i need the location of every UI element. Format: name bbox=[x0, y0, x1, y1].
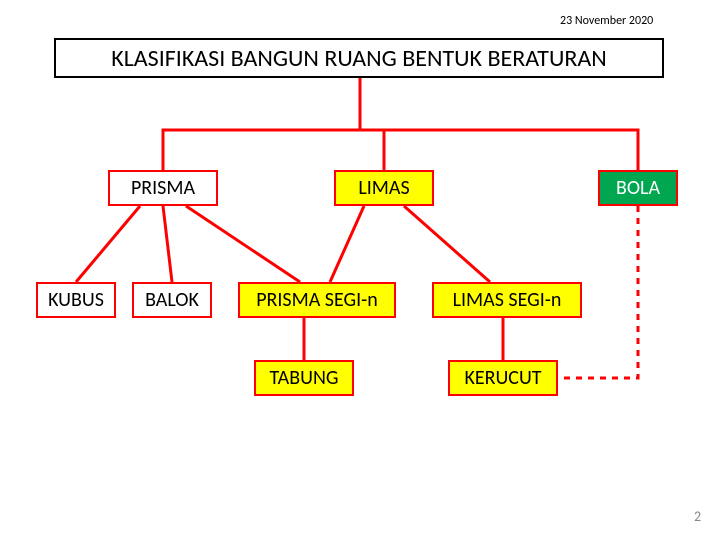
node-kerucut-label: KERUCUT bbox=[464, 366, 541, 390]
edge-limas-limas_segin bbox=[404, 206, 490, 282]
node-bola-label: BOLA bbox=[616, 176, 660, 200]
edge-prisma-kubus bbox=[76, 206, 140, 282]
node-bola: BOLA bbox=[598, 170, 678, 206]
node-title-label: KLASIFIKASI BANGUN RUANG BENTUK BERATURA… bbox=[111, 44, 607, 73]
node-tabung: TABUNG bbox=[254, 360, 354, 396]
date-label: 23 November 2020 bbox=[560, 14, 653, 28]
node-limas: LIMAS bbox=[334, 170, 434, 206]
node-limas-label: LIMAS bbox=[358, 176, 409, 200]
edge-title-bola bbox=[360, 130, 638, 170]
node-prisma: PRISMA bbox=[108, 170, 218, 206]
page-number: 2 bbox=[694, 508, 701, 525]
edge-prisma-balok bbox=[163, 206, 172, 282]
node-kubus: KUBUS bbox=[36, 282, 116, 318]
node-limas-segin: LIMAS SEGI-n bbox=[432, 282, 582, 318]
connector-layer bbox=[0, 0, 720, 540]
node-balok: BALOK bbox=[132, 282, 212, 318]
edge-title-prisma bbox=[163, 78, 360, 170]
edge-title-limas bbox=[360, 130, 384, 170]
node-kubus-label: KUBUS bbox=[48, 288, 104, 312]
edge-prisma-prisma_segin bbox=[186, 206, 300, 282]
node-kerucut: KERUCUT bbox=[448, 360, 558, 396]
node-prisma-segin-label: PRISMA SEGI-n bbox=[256, 288, 378, 312]
edge-limas-prisma_segin bbox=[330, 206, 364, 282]
node-tabung-label: TABUNG bbox=[270, 366, 339, 390]
node-title: KLASIFIKASI BANGUN RUANG BENTUK BERATURA… bbox=[54, 38, 664, 78]
node-prisma-segin: PRISMA SEGI-n bbox=[238, 282, 396, 318]
node-limas-segin-label: LIMAS SEGI-n bbox=[453, 288, 562, 312]
node-prisma-label: PRISMA bbox=[131, 176, 195, 200]
node-balok-label: BALOK bbox=[145, 288, 199, 312]
